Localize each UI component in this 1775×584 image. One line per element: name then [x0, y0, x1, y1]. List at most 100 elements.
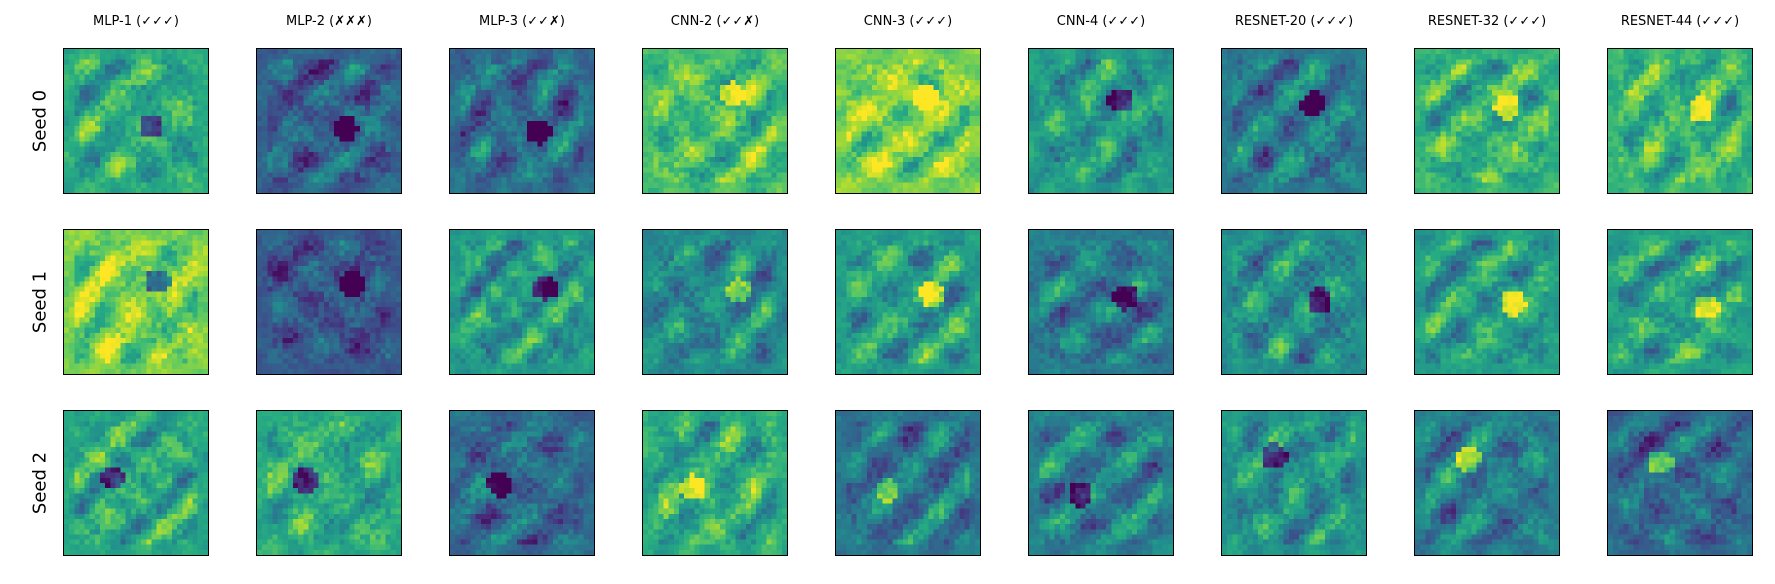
heatmap-cell	[354, 115, 360, 122]
heatmap-cell	[1126, 49, 1132, 55]
heatmap-cell	[390, 131, 396, 137]
heatmap-cell	[267, 79, 273, 86]
heatmap-cell	[761, 126, 767, 132]
heatmap-cell	[257, 54, 263, 60]
heatmap-cell	[1044, 105, 1050, 111]
heatmap-cell	[166, 172, 173, 178]
heatmap-cell	[511, 141, 517, 147]
heatmap-cell	[563, 110, 569, 116]
heatmap-cell	[663, 105, 669, 111]
heatmap-cell	[385, 85, 391, 91]
heatmap-cell	[658, 100, 664, 106]
heatmap-cell	[1340, 79, 1346, 86]
heatmap-cell	[282, 187, 288, 193]
heatmap-cell	[578, 100, 584, 106]
heatmap-cell	[172, 115, 178, 122]
heatmap-cell	[643, 121, 649, 127]
heatmap-cell	[918, 85, 924, 91]
heatmap-cell	[653, 157, 659, 163]
heatmap-cell	[64, 54, 70, 60]
heatmap-cell	[125, 187, 131, 193]
heatmap-cell	[1309, 69, 1315, 75]
heatmap-cell	[1283, 59, 1289, 65]
heatmap-cell	[725, 136, 731, 142]
heatmap-cell	[542, 90, 548, 96]
heatmap-cell	[964, 151, 970, 158]
heatmap-cell	[689, 131, 695, 137]
heatmap-cell	[177, 105, 183, 111]
heatmap-cell	[506, 121, 512, 127]
heatmap-cell	[1116, 59, 1122, 65]
heatmap-cell	[902, 126, 909, 132]
heatmap-cell	[1070, 110, 1076, 116]
heatmap-cell	[1059, 59, 1066, 65]
heatmap-cell	[1131, 69, 1138, 75]
heatmap-cell	[653, 54, 659, 60]
heatmap-cell	[537, 187, 543, 193]
heatmap-cell	[578, 121, 584, 127]
heatmap-cell	[339, 126, 345, 132]
heatmap-cell	[720, 105, 726, 111]
heatmap-cell	[872, 90, 878, 96]
heatmap-cell	[1044, 69, 1050, 75]
heatmap-cell	[532, 151, 538, 158]
heatmap-cell	[100, 187, 106, 193]
heatmap-cell	[470, 69, 476, 75]
heatmap-cell	[527, 90, 533, 96]
heatmap-cell	[558, 126, 564, 132]
heatmap-cell	[318, 151, 324, 158]
heatmap-cell	[583, 105, 589, 111]
heatmap-cell	[730, 177, 736, 183]
heatmap-cell	[277, 172, 283, 178]
heatmap-cell	[974, 162, 980, 168]
heatmap-cell	[182, 69, 188, 75]
heatmap-cell	[851, 167, 857, 173]
heatmap-cell	[182, 85, 188, 91]
heatmap-cell	[475, 182, 481, 188]
heatmap-cell	[974, 74, 980, 80]
heatmap-cell	[110, 157, 116, 163]
heatmap-cell	[781, 157, 787, 163]
heatmap-cell	[511, 90, 517, 96]
heatmap-cell	[902, 141, 909, 147]
heatmap-cell	[334, 59, 340, 65]
heatmap-cell	[761, 131, 767, 137]
heatmap-cell	[359, 167, 366, 173]
heatmap-cell	[684, 126, 690, 132]
heatmap-cell	[105, 121, 111, 127]
heatmap-cell	[465, 136, 471, 142]
heatmap-cell	[668, 182, 674, 188]
heatmap-cell	[192, 85, 198, 91]
heatmap-cell	[496, 157, 502, 163]
heatmap-cell	[573, 121, 579, 127]
heatmap-cell	[776, 187, 782, 193]
heatmap-cell	[781, 151, 787, 158]
heatmap-cell	[861, 151, 867, 158]
heatmap-cell	[94, 54, 101, 60]
heatmap-cell	[323, 69, 330, 75]
heatmap-cell	[151, 131, 157, 137]
heatmap-cell	[1090, 105, 1096, 111]
heatmap-cell	[771, 172, 777, 178]
heatmap-cell	[1085, 167, 1091, 173]
heatmap-cell	[79, 54, 85, 60]
heatmap-cell	[643, 64, 649, 70]
heatmap-cell	[105, 95, 111, 101]
heatmap-cell	[262, 162, 268, 168]
heatmap-cell	[1065, 162, 1071, 168]
heatmap-cell	[156, 95, 162, 101]
heatmap-cell	[313, 177, 319, 183]
heatmap-cell	[450, 162, 456, 168]
heatmap-cell	[460, 126, 466, 132]
heatmap-cell	[532, 157, 538, 163]
heatmap-cell	[679, 79, 685, 86]
heatmap-cell	[1330, 74, 1336, 80]
heatmap-cell	[1242, 79, 1248, 86]
heatmap-cell	[1227, 64, 1233, 70]
heatmap-cell	[136, 177, 142, 183]
heatmap-cell	[897, 79, 903, 86]
heatmap-cell	[344, 126, 350, 132]
heatmap-cell	[902, 162, 909, 168]
heatmap-cell	[720, 187, 726, 193]
heatmap-cell	[455, 49, 461, 55]
